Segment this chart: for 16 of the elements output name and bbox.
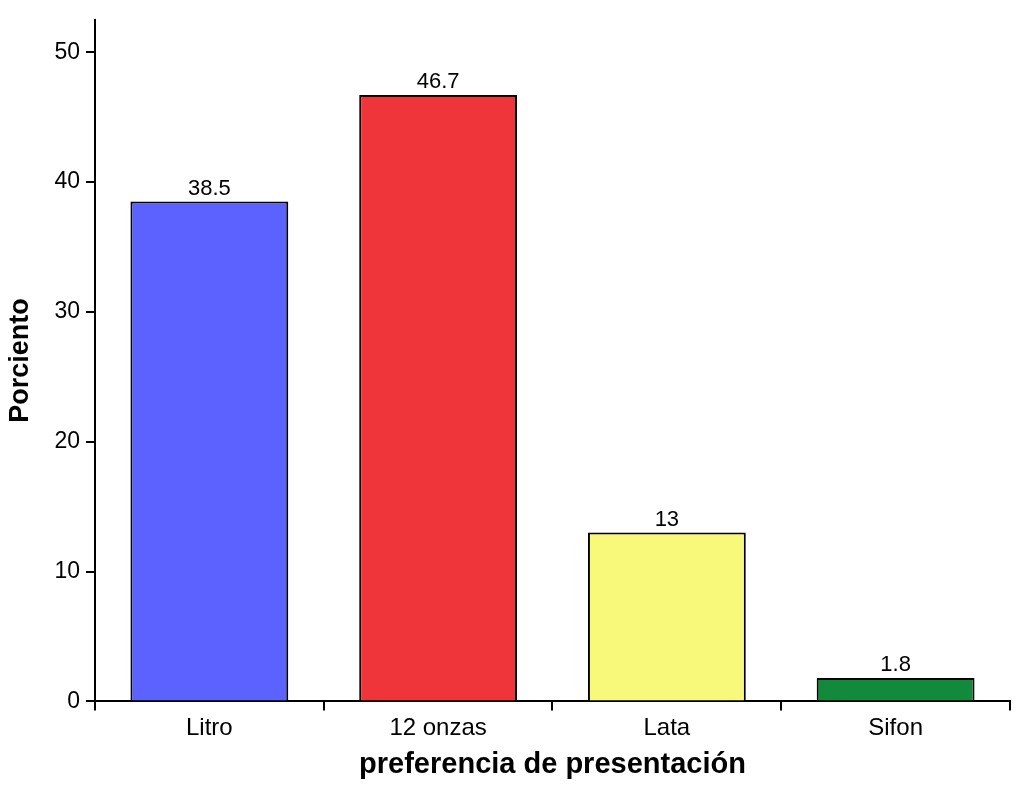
y-axis-title: Porciento bbox=[3, 298, 34, 423]
y-tick-label: 20 bbox=[54, 427, 80, 454]
y-tick-label: 0 bbox=[67, 686, 80, 713]
data-label: 1.8 bbox=[880, 651, 911, 677]
x-tick-label: Lata bbox=[643, 713, 691, 741]
x-axis-title: preferencia de presentación bbox=[359, 746, 746, 779]
y-tick-label: 40 bbox=[54, 167, 80, 194]
data-label: 38.5 bbox=[187, 174, 231, 200]
data-label: 46.7 bbox=[416, 68, 460, 94]
data-label: 13 bbox=[654, 505, 680, 531]
x-tick-label: 12 onzas bbox=[389, 713, 487, 741]
y-tick-label: 10 bbox=[54, 556, 80, 583]
x-tick-label: Litro bbox=[186, 713, 233, 741]
x-tick-label: Sifon bbox=[868, 713, 923, 741]
y-tick-label: 50 bbox=[54, 37, 80, 64]
y-tick-label: 30 bbox=[54, 297, 80, 324]
